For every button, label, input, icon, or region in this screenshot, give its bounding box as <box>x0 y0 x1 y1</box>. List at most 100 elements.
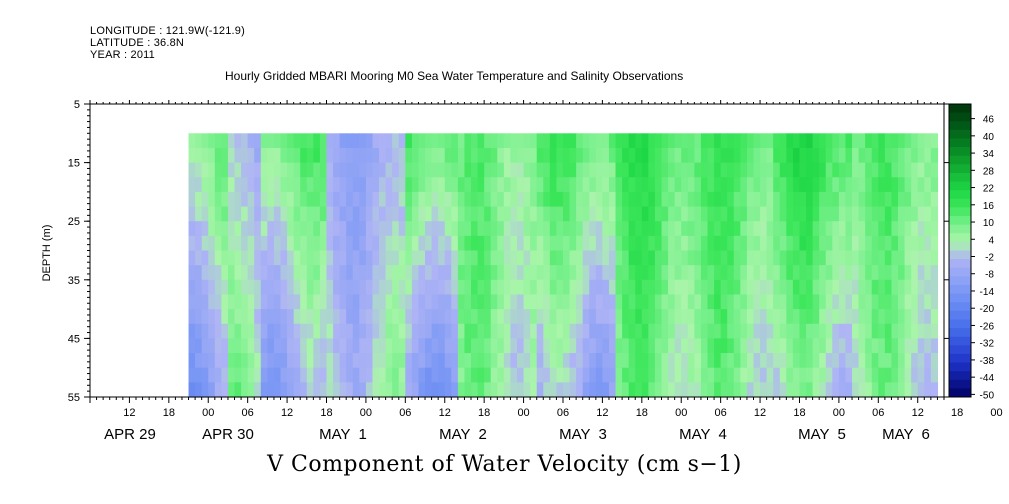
heatmap-cell <box>464 133 472 149</box>
heatmap-cell <box>576 133 584 149</box>
heatmap-cell <box>385 133 393 149</box>
heatmap-cell <box>287 265 295 281</box>
heatmap-cell <box>838 235 847 252</box>
heatmap-cell <box>707 250 715 266</box>
heatmap-cell <box>773 162 781 178</box>
heatmap-cell <box>760 221 768 237</box>
heatmap-cell <box>871 353 879 369</box>
heatmap-cell <box>260 177 268 193</box>
heatmap-cell <box>293 367 301 383</box>
heatmap-cell <box>766 367 774 383</box>
heatmap-cell <box>352 133 360 149</box>
heatmap-cell <box>760 265 768 281</box>
heatmap-cell <box>589 235 597 252</box>
heatmap-cell <box>444 323 452 339</box>
heatmap-cell <box>273 177 282 193</box>
heatmap-cell <box>227 250 236 266</box>
heatmap-cell <box>871 309 879 325</box>
heatmap-cell <box>201 309 209 325</box>
heatmap-cell <box>582 382 590 398</box>
heatmap-cell <box>464 206 472 222</box>
heatmap-cell <box>411 294 420 310</box>
heatmap-cell <box>615 191 623 208</box>
heatmap-cell <box>319 323 328 339</box>
heatmap-cell <box>503 235 512 252</box>
heatmap-cell <box>635 294 643 310</box>
heatmap-cell <box>615 206 623 222</box>
heatmap-cell <box>523 367 531 383</box>
heatmap-cell <box>451 323 459 339</box>
heatmap-cell <box>714 147 722 164</box>
heatmap-cell <box>247 250 255 266</box>
heatmap-cell <box>431 367 439 383</box>
heatmap-cell <box>707 147 715 164</box>
heatmap-cell <box>260 279 268 296</box>
heatmap-cell <box>365 177 374 193</box>
heatmap-cell <box>497 235 505 252</box>
heatmap-cell <box>352 309 360 325</box>
heatmap-cell <box>530 235 538 252</box>
heatmap-cell <box>622 323 630 339</box>
heatmap-cell <box>241 367 249 383</box>
heatmap-cell <box>694 235 702 252</box>
heatmap-cell <box>365 338 374 354</box>
heatmap-cell <box>484 206 492 222</box>
colorbar-frame <box>948 103 972 398</box>
heatmap-cell <box>352 338 360 354</box>
heatmap-cell <box>714 353 722 369</box>
heatmap-cell <box>339 147 347 164</box>
heatmap-cell <box>287 309 295 325</box>
heatmap-cell <box>595 367 603 383</box>
heatmap-cell <box>858 221 866 237</box>
heatmap-cell <box>260 353 268 369</box>
heatmap-cell <box>806 382 814 398</box>
heatmap-cell <box>891 367 899 383</box>
heatmap-cell <box>727 147 735 164</box>
heatmap-cell <box>720 235 728 252</box>
heatmap-cell <box>438 206 446 222</box>
heatmap-cell <box>227 191 236 208</box>
heatmap-cell <box>595 382 603 398</box>
heatmap-cell <box>484 279 492 296</box>
heatmap-cell <box>365 191 374 208</box>
heatmap-cell <box>293 162 301 178</box>
heatmap-cell <box>891 294 899 310</box>
heatmap-cell <box>385 382 393 398</box>
heatmap-cell <box>438 279 446 296</box>
heatmap-cell <box>319 177 328 193</box>
y-tick-label: 35 <box>68 275 80 287</box>
heatmap-cell <box>313 367 321 383</box>
heatmap-cell <box>845 367 853 383</box>
heatmap-cell <box>641 265 649 281</box>
heatmap-cell <box>700 235 709 252</box>
colorbar-swatch <box>949 371 971 381</box>
heatmap-cell <box>221 162 229 178</box>
heatmap-cell <box>589 323 597 339</box>
heatmap-cell <box>333 206 341 222</box>
heatmap-cell <box>543 279 551 296</box>
heatmap-cell <box>319 265 328 281</box>
heatmap-cell <box>898 367 906 383</box>
heatmap-cell <box>280 250 288 266</box>
heatmap-cell <box>746 338 755 354</box>
heatmap-cell <box>865 382 873 398</box>
heatmap-cell <box>536 250 544 266</box>
heatmap-cell <box>484 265 492 281</box>
heatmap-cell <box>641 323 649 339</box>
heatmap-cell <box>431 221 439 237</box>
heatmap-cell <box>411 279 420 296</box>
heatmap-cell <box>589 279 597 296</box>
heatmap-cell <box>188 265 196 281</box>
heatmap-cell <box>431 133 439 149</box>
heatmap-cell <box>582 250 590 266</box>
heatmap-cell <box>799 177 807 193</box>
heatmap-cell <box>832 338 840 354</box>
heatmap-cell <box>339 191 347 208</box>
heatmap-cell <box>536 309 544 325</box>
heatmap-cell <box>464 323 472 339</box>
x-hour-label: 12 <box>596 407 608 419</box>
heatmap-cell <box>825 294 833 310</box>
heatmap-cell <box>753 133 761 149</box>
heatmap-cell <box>812 206 820 222</box>
heatmap-cell <box>346 206 354 222</box>
